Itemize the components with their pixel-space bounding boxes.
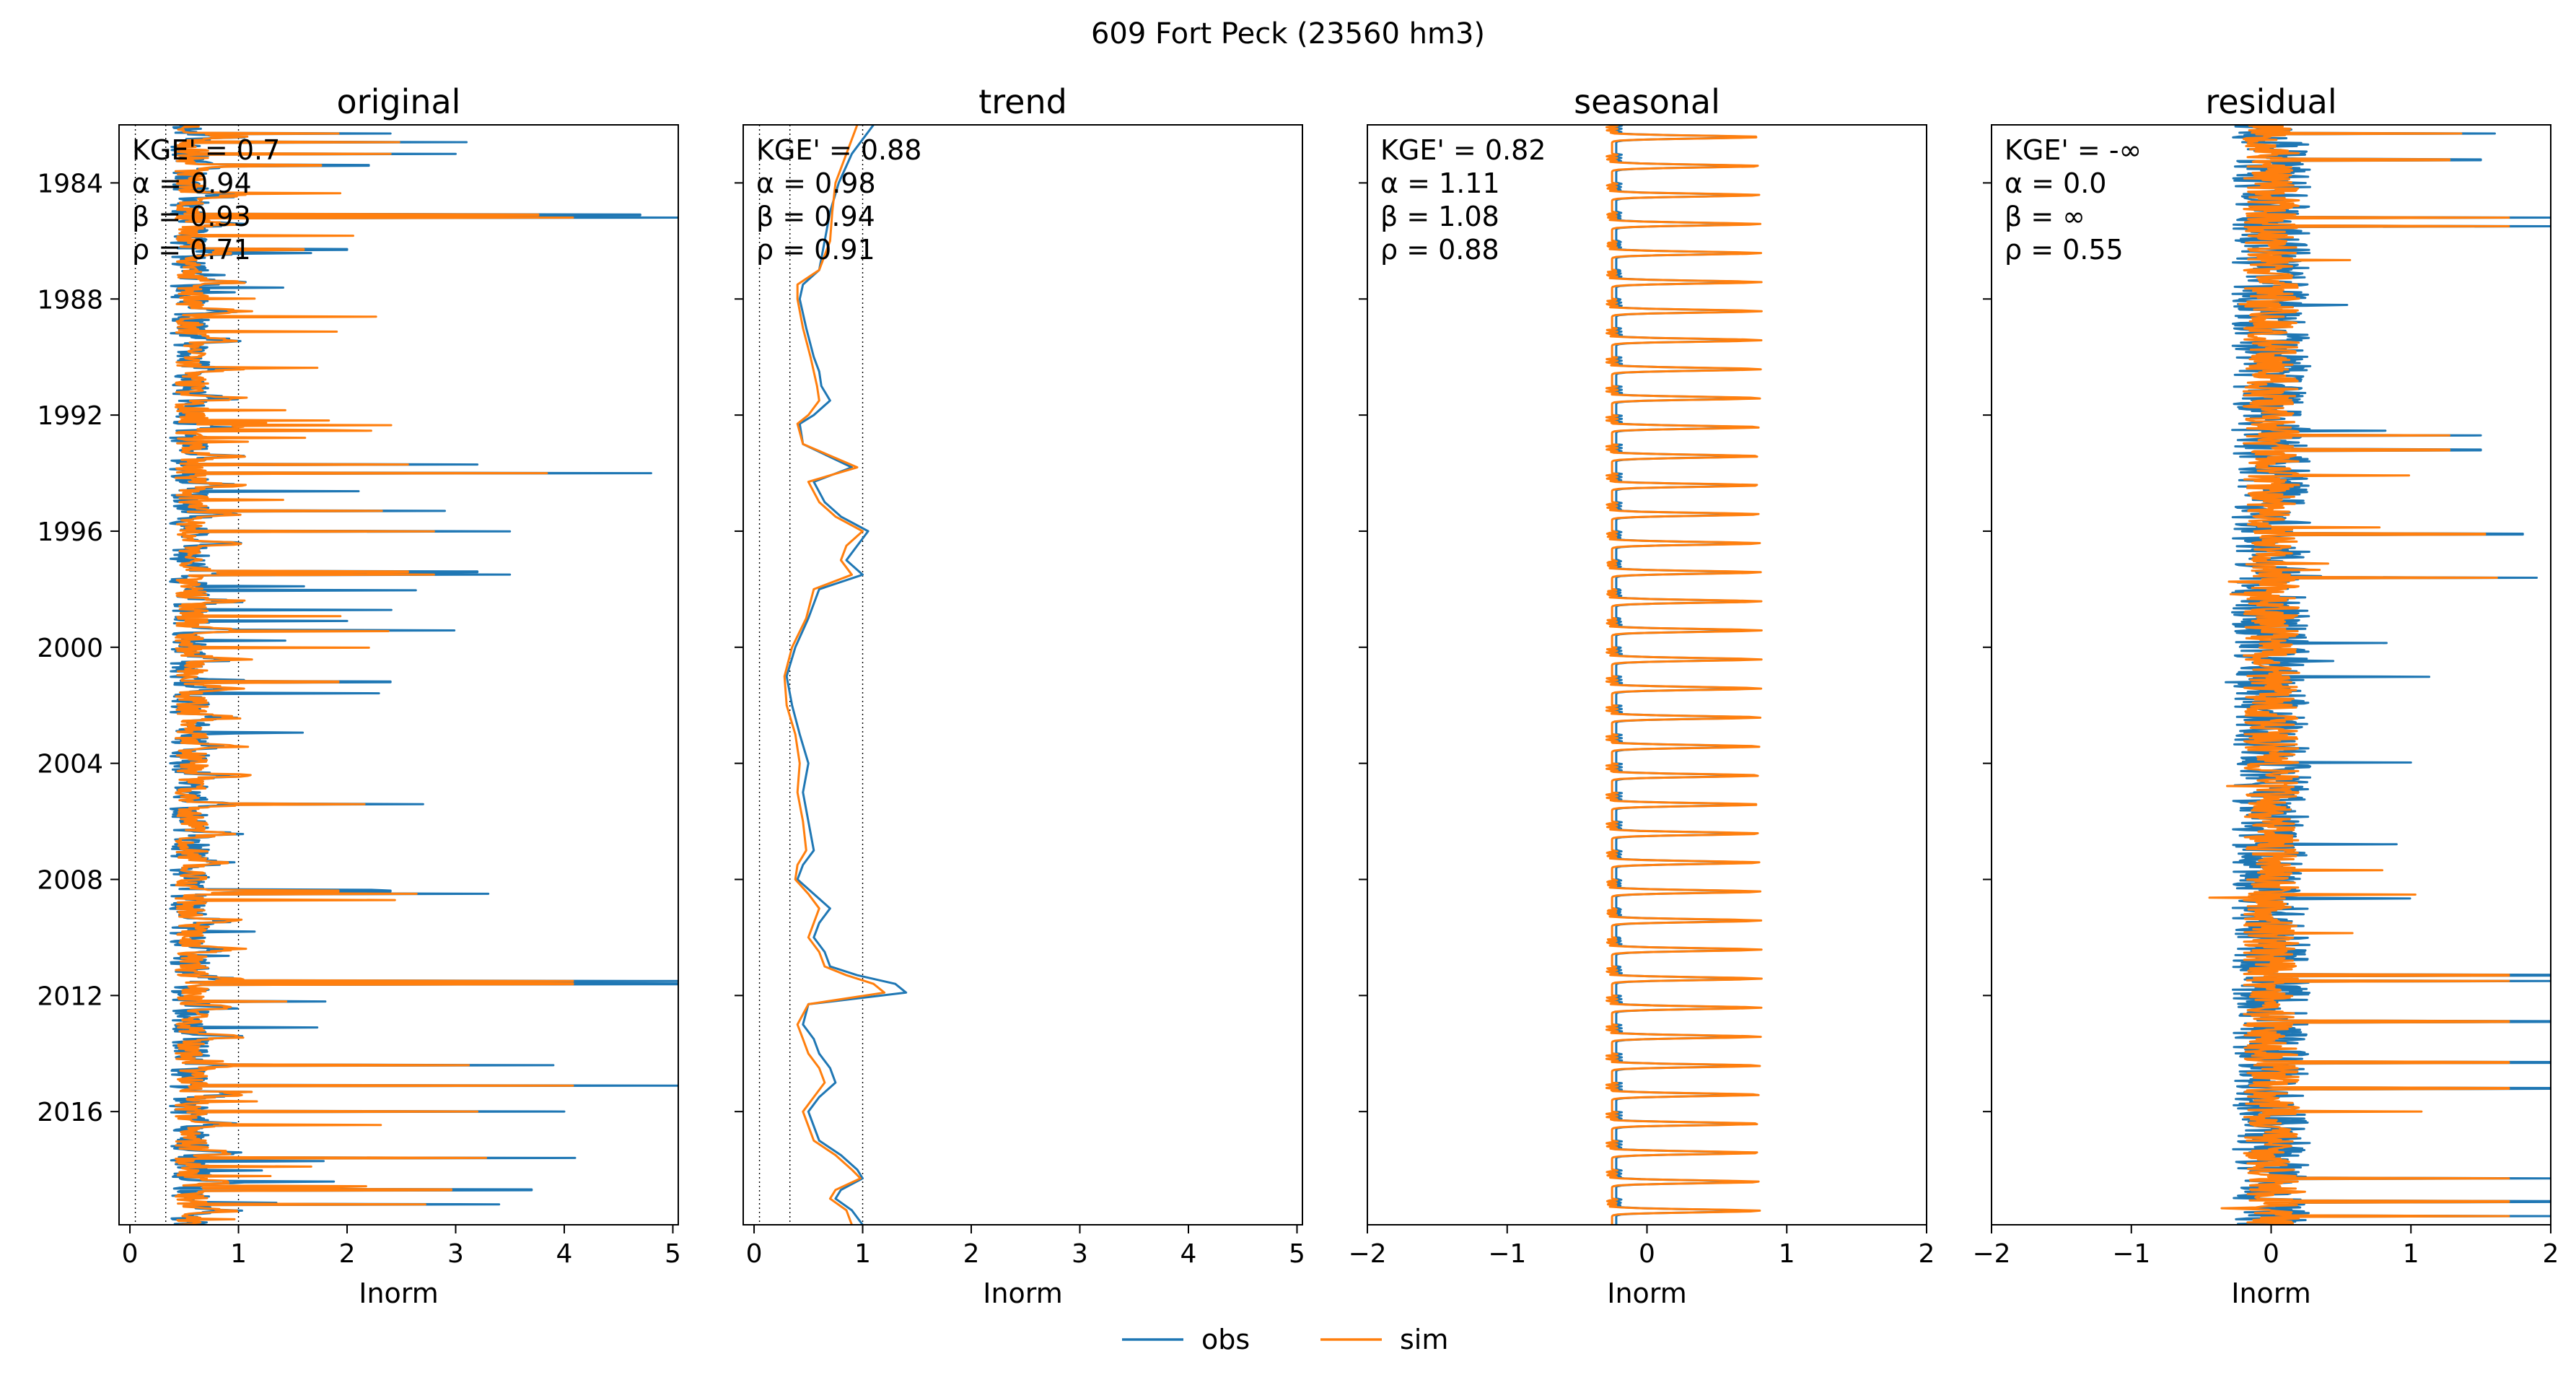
metric-annotation: ρ = 0.71 — [132, 234, 251, 266]
x-tick-label: 2 — [1919, 1239, 1935, 1269]
x-tick-label: 4 — [556, 1239, 573, 1269]
subplot-title: seasonal — [1574, 82, 1720, 121]
y-tick-label: 2000 — [37, 634, 103, 663]
series-obs-line — [785, 125, 908, 1225]
axes-frame — [118, 124, 679, 1225]
x-tick-label: 1 — [230, 1239, 247, 1269]
metric-annotation: α = 0.94 — [132, 167, 252, 199]
metric-annotation: α = 1.11 — [1380, 167, 1500, 199]
metric-annotation: α = 0.98 — [756, 167, 876, 199]
subplot-title: trend — [978, 82, 1067, 121]
x-tick-label: −2 — [1972, 1239, 2010, 1269]
metric-annotation: ρ = 0.91 — [756, 234, 875, 266]
metric-annotation: KGE' = -∞ — [2005, 134, 2142, 166]
subplot-title: residual — [2205, 82, 2336, 121]
metric-annotation: KGE' = 0.88 — [756, 134, 921, 166]
y-tick-label: 2012 — [37, 982, 103, 1011]
x-tick-label: 2 — [2543, 1239, 2559, 1269]
x-tick-label: 5 — [1289, 1239, 1305, 1269]
plot-area — [758, 125, 908, 1225]
subplot-original: original 0 1 2 3 4 5 Inorm 1984 1988 1992 1996 2000 2… — [37, 82, 681, 1309]
legend-entry-obs: obs — [1122, 1324, 1250, 1355]
x-axis-label: Inorm — [2231, 1277, 2311, 1309]
x-tick-label: −1 — [1488, 1239, 1526, 1269]
x-axis-label: Inorm — [983, 1277, 1063, 1309]
x-tick-label: 1 — [1779, 1239, 1795, 1269]
legend-label: obs — [1201, 1324, 1250, 1355]
x-tick-label: −1 — [2112, 1239, 2150, 1269]
y-tick-label: 1988 — [37, 285, 103, 315]
x-tick-label: 3 — [1072, 1239, 1088, 1269]
x-tick-label: 1 — [854, 1239, 871, 1269]
y-tick-label: 1984 — [37, 169, 103, 198]
metric-annotation: ρ = 0.88 — [1380, 234, 1499, 266]
x-tick-label: 2 — [963, 1239, 980, 1269]
figure-suptitle: 609 Fort Peck (23560 hm3) — [1091, 17, 1485, 51]
x-tick-label: 0 — [2263, 1239, 2279, 1269]
metric-annotation: KGE' = 0.7 — [132, 134, 280, 166]
y-tick-label: 2004 — [37, 750, 103, 779]
x-tick-label: 0 — [746, 1239, 763, 1269]
plot-area — [134, 125, 678, 1225]
x-axis-label: Inorm — [359, 1277, 439, 1309]
subplot-title: original — [337, 82, 461, 121]
subplot-trend: trend 0 1 2 3 4 5 Inorm KGE' = 0.88α = 0.98β = 0… — [735, 82, 1305, 1309]
y-tick-label: 1992 — [37, 401, 103, 431]
x-axis-label: Inorm — [1607, 1277, 1687, 1309]
axes-frame — [742, 124, 1303, 1225]
x-tick-label: 2 — [339, 1239, 356, 1269]
plot-area — [2208, 125, 2551, 1225]
metric-annotation: KGE' = 0.82 — [1380, 134, 1546, 166]
x-tick-label: 4 — [1180, 1239, 1197, 1269]
y-tick-label: 2008 — [37, 865, 103, 895]
metric-annotation: β = 1.08 — [1380, 201, 1499, 232]
x-tick-label: 3 — [447, 1239, 464, 1269]
metric-annotation: ρ = 0.55 — [2005, 234, 2124, 266]
series-sim-line — [2208, 125, 2510, 1225]
series-sim-line — [174, 125, 574, 1225]
x-tick-label: 5 — [665, 1239, 681, 1269]
y-tick-label: 2016 — [37, 1098, 103, 1127]
series-sim-line — [1605, 125, 1763, 1225]
plot-area — [1605, 125, 1763, 1225]
series-sim-line — [783, 125, 886, 1225]
x-tick-label: 0 — [1639, 1239, 1655, 1269]
x-tick-label: 0 — [122, 1239, 139, 1269]
metric-annotation: α = 0.0 — [2005, 167, 2106, 199]
legend-label: sim — [1400, 1324, 1448, 1355]
legend: obs sim — [1122, 1324, 1448, 1355]
x-tick-label: −2 — [1348, 1239, 1386, 1269]
metric-annotation: β = 0.94 — [756, 201, 875, 232]
subplot-residual: residual −2 −1 0 1 2 Inorm KGE' = -∞α = 0.0β = … — [1972, 82, 2559, 1309]
subplot-seasonal: seasonal −2 −1 0 1 2 Inorm KGE' = 0.82α = 1.11β… — [1348, 82, 1935, 1309]
metric-annotation: β = 0.93 — [132, 201, 251, 232]
legend-entry-sim: sim — [1320, 1324, 1448, 1355]
y-tick-label: 1996 — [37, 517, 103, 547]
metric-annotation: β = ∞ — [2005, 201, 2085, 232]
x-tick-label: 1 — [2403, 1239, 2419, 1269]
